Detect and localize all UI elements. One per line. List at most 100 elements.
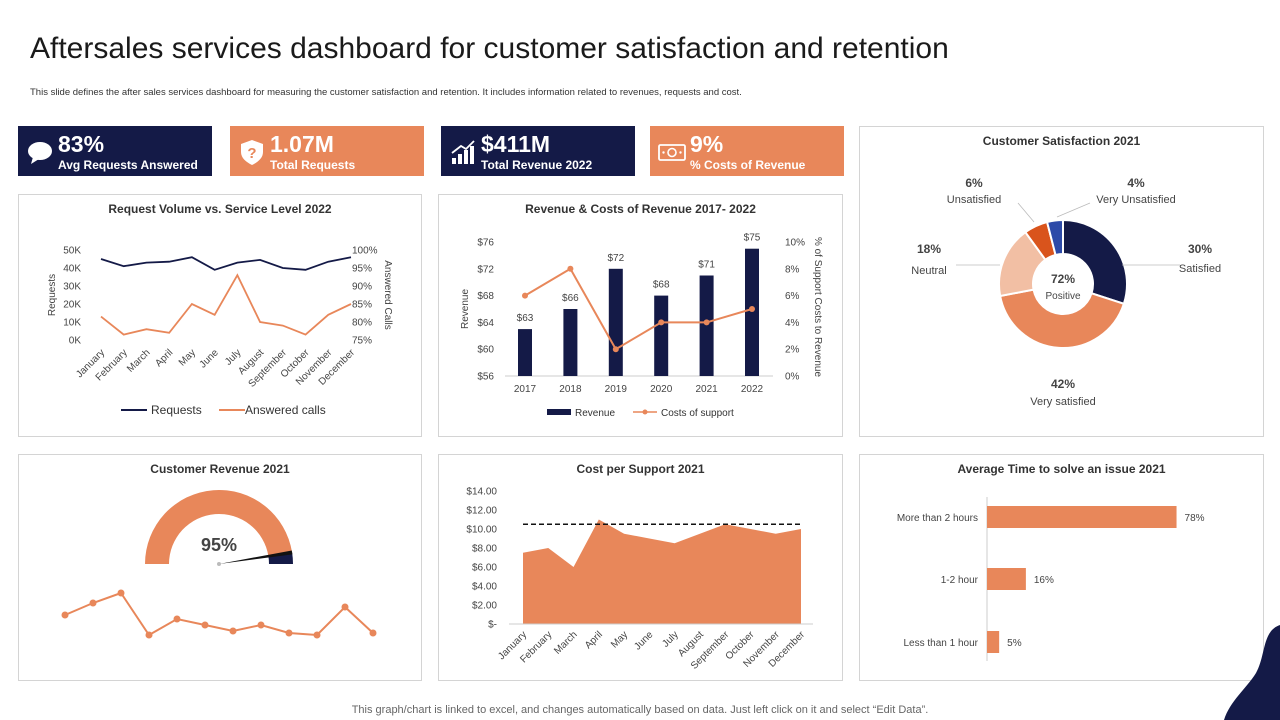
slice-value-label: 42% (1051, 377, 1075, 391)
slice-category-label: Very satisfied (1030, 396, 1095, 408)
y-tick-label: 40K (63, 264, 81, 275)
costs-of-support-line (524, 267, 753, 351)
kpi-label: Total Requests (270, 158, 356, 172)
time-bar (987, 506, 1177, 528)
y2-tick-label: 6% (785, 291, 800, 302)
y-tick-label: $64 (477, 318, 494, 329)
kpi-card-avg-requests: 83% Avg Requests Answered (18, 126, 212, 176)
y-tick-label: $14.00 (466, 487, 497, 498)
x-tick-label: March (125, 347, 152, 374)
y-tick-label: $68 (477, 291, 494, 302)
customer-revenue-point (89, 599, 97, 607)
bar-data-label: 16% (1034, 575, 1054, 586)
donut-center-label: Positive (1045, 291, 1080, 302)
y-tick-label: 20K (63, 300, 81, 311)
kpi-label: Avg Requests Answered (58, 158, 198, 172)
customer-revenue-point (117, 589, 125, 597)
costs-of-support-point (749, 306, 755, 312)
y-axis-label: Requests (47, 274, 58, 316)
costs-of-support-point (658, 319, 665, 326)
x-tick-label: July (660, 629, 680, 649)
page-subtitle: This slide defines the after sales servi… (30, 87, 742, 98)
time-bar (987, 631, 1000, 653)
revenue-bar (654, 295, 669, 376)
y-tick-label: $- (488, 620, 497, 631)
donut-slice (998, 288, 1126, 349)
customer-revenue-chart: 95% (61, 490, 377, 639)
customer-revenue-point (313, 631, 321, 639)
gauge-needle (219, 550, 293, 564)
cost-per-support-chart: $- $2.00 $4.00 $6.00 $8.00 $10.00 $12.00 $14.00… (466, 487, 813, 672)
page-title: Aftersales services dashboard for custom… (30, 32, 949, 65)
y-tick-label: 1-2 hour (941, 575, 979, 586)
kpi-label: Total Revenue 2022 (481, 158, 593, 172)
chart-title: Customer Satisfaction 2021 (982, 134, 1141, 148)
revenue-bar (745, 248, 759, 376)
legend-label-costs: Costs of support (661, 408, 734, 419)
legend-label-answered-calls: Answered calls (245, 403, 326, 417)
kpi-value: 83% (58, 131, 105, 157)
y2-tick-label: 10% (785, 238, 805, 249)
x-tick-label: June (198, 347, 221, 370)
shield-question-icon: ? (241, 140, 263, 165)
revenue-bar (608, 268, 623, 376)
revenue-bar (563, 309, 578, 376)
y-tick-label: 30K (63, 282, 81, 293)
customer-revenue-point (61, 611, 69, 619)
customer-revenue-point (173, 615, 181, 623)
x-tick-label: 2020 (650, 384, 673, 395)
slice-value-label: 6% (965, 176, 983, 190)
y-tick-label: $12.00 (466, 506, 497, 517)
slice-value-label: 30% (1188, 242, 1212, 256)
chart-title: Average Time to solve an issue 2021 (957, 462, 1166, 476)
legend-label-revenue: Revenue (575, 408, 615, 419)
bar-data-label: $63 (517, 313, 534, 324)
y-tick-label: $8.00 (472, 544, 497, 555)
x-tick-label: June (632, 629, 655, 652)
slice-category-label: Very Unsatisfied (1096, 194, 1175, 206)
answered-calls-line (100, 273, 352, 336)
kpi-label: % Costs of Revenue (690, 158, 806, 172)
costs-of-support-point (522, 292, 528, 299)
slice-value-label: 4% (1127, 176, 1145, 190)
slice-value-label: 18% (917, 242, 941, 256)
bar-data-label: 5% (1007, 638, 1022, 649)
customer-revenue-point (257, 621, 265, 629)
customer-revenue-point (369, 629, 377, 637)
slice-category-label: Satisfied (1179, 263, 1221, 275)
gauge-needle-pivot (217, 562, 221, 566)
bar-data-label: $71 (698, 260, 715, 271)
avg-time-panel: Average Time to solve an issue 2021 More… (859, 454, 1264, 681)
x-tick-label: April (583, 629, 605, 651)
y2-tick-label: 90% (352, 282, 372, 293)
bar-data-label: $72 (607, 253, 624, 264)
avg-time-chart: More than 2 hours 78% 1-2 hour 16% Less than… (897, 497, 1205, 661)
customer-revenue-point (145, 631, 153, 639)
x-tick-label: 2017 (514, 384, 537, 395)
y2-tick-label: 4% (785, 318, 800, 329)
legend-swatch-revenue (547, 409, 571, 415)
chart-title: Cost per Support 2021 (576, 462, 705, 476)
footnote: This graph/chart is linked to excel, and… (351, 704, 929, 716)
y2-tick-label: 85% (352, 300, 372, 311)
y2-tick-label: 0% (785, 372, 800, 383)
y2-tick-label: 8% (785, 264, 800, 275)
x-tick-label: 2021 (695, 384, 718, 395)
revenue-bar (518, 329, 532, 376)
y2-tick-label: 95% (352, 264, 372, 275)
y2-tick-label: 80% (352, 318, 372, 329)
customer-revenue-point (341, 603, 349, 611)
legend-marker-costs (642, 409, 648, 415)
costs-of-support-point (703, 319, 710, 326)
y2-tick-label: 2% (785, 345, 800, 356)
x-tick-label: May (609, 629, 630, 650)
bar-data-label: $68 (653, 280, 670, 291)
chart-title: Request Volume vs. Service Level 2022 (108, 202, 332, 216)
revenue-costs-chart: $56 $60 $64 $68 $72 $76 0% 2% 4% 6% 8% 10% Revenue % … (460, 233, 823, 419)
y-tick-label: $76 (477, 238, 494, 249)
leader-line (1056, 202, 1091, 218)
costs-of-support-point (567, 265, 574, 272)
y-tick-label: $10.00 (466, 525, 497, 536)
kpi-card-total-requests: ? 1.07M Total Requests (230, 126, 424, 176)
y-tick-label: $6.00 (472, 563, 497, 574)
